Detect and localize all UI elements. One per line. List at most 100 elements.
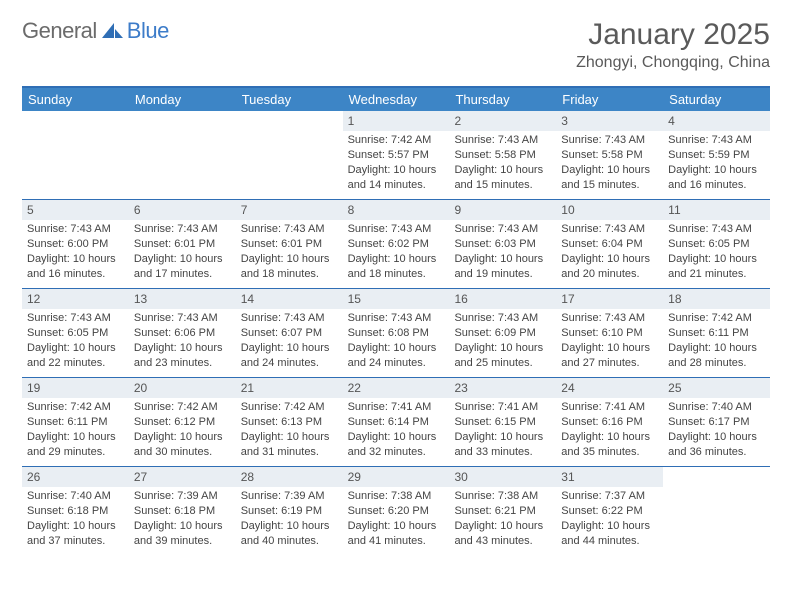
day-cell: 1Sunrise: 7:42 AMSunset: 5:57 PMDaylight…: [343, 111, 450, 199]
day-cell: 22Sunrise: 7:41 AMSunset: 6:14 PMDayligh…: [343, 378, 450, 466]
week-row: 5Sunrise: 7:43 AMSunset: 6:00 PMDaylight…: [22, 199, 770, 288]
day-cell: 18Sunrise: 7:42 AMSunset: 6:11 PMDayligh…: [663, 289, 770, 377]
daylight-line: Daylight: 10 hours and 14 minutes.: [348, 163, 445, 193]
sunrise-line: Sunrise: 7:40 AM: [27, 489, 124, 504]
header: General Blue January 2025 Zhongyi, Chong…: [22, 18, 770, 72]
sunrise-line: Sunrise: 7:43 AM: [134, 222, 231, 237]
daylight-line: Daylight: 10 hours and 31 minutes.: [241, 430, 338, 460]
day-cell: 14Sunrise: 7:43 AMSunset: 6:07 PMDayligh…: [236, 289, 343, 377]
date-number: 31: [556, 467, 663, 487]
date-number: 20: [129, 378, 236, 398]
day-cell: 30Sunrise: 7:38 AMSunset: 6:21 PMDayligh…: [449, 467, 556, 555]
sunrise-line: Sunrise: 7:42 AM: [27, 400, 124, 415]
date-number: 10: [556, 200, 663, 220]
day-cell: 5Sunrise: 7:43 AMSunset: 6:00 PMDaylight…: [22, 200, 129, 288]
date-number: 12: [22, 289, 129, 309]
daylight-line: Daylight: 10 hours and 24 minutes.: [241, 341, 338, 371]
day-cell: 17Sunrise: 7:43 AMSunset: 6:10 PMDayligh…: [556, 289, 663, 377]
day-header-thursday: Thursday: [449, 88, 556, 111]
logo: General Blue: [22, 18, 169, 44]
daylight-line: Daylight: 10 hours and 22 minutes.: [27, 341, 124, 371]
day-cell: 4Sunrise: 7:43 AMSunset: 5:59 PMDaylight…: [663, 111, 770, 199]
daylight-line: Daylight: 10 hours and 41 minutes.: [348, 519, 445, 549]
date-number: 17: [556, 289, 663, 309]
sunrise-line: Sunrise: 7:43 AM: [454, 133, 551, 148]
sunset-line: Sunset: 6:16 PM: [561, 415, 658, 430]
date-number: 25: [663, 378, 770, 398]
day-cell: 29Sunrise: 7:38 AMSunset: 6:20 PMDayligh…: [343, 467, 450, 555]
sunset-line: Sunset: 6:07 PM: [241, 326, 338, 341]
sunset-line: Sunset: 6:22 PM: [561, 504, 658, 519]
daylight-line: Daylight: 10 hours and 40 minutes.: [241, 519, 338, 549]
sunrise-line: Sunrise: 7:43 AM: [241, 311, 338, 326]
sunset-line: Sunset: 6:11 PM: [668, 326, 765, 341]
sunrise-line: Sunrise: 7:43 AM: [668, 222, 765, 237]
sunset-line: Sunset: 6:02 PM: [348, 237, 445, 252]
sunset-line: Sunset: 5:59 PM: [668, 148, 765, 163]
date-number: 6: [129, 200, 236, 220]
sunrise-line: Sunrise: 7:40 AM: [668, 400, 765, 415]
day-cell: 19Sunrise: 7:42 AMSunset: 6:11 PMDayligh…: [22, 378, 129, 466]
day-header-monday: Monday: [129, 88, 236, 111]
date-number: 30: [449, 467, 556, 487]
daylight-line: Daylight: 10 hours and 15 minutes.: [561, 163, 658, 193]
day-cell: 2Sunrise: 7:43 AMSunset: 5:58 PMDaylight…: [449, 111, 556, 199]
date-number: 13: [129, 289, 236, 309]
sunset-line: Sunset: 6:18 PM: [27, 504, 124, 519]
daylight-line: Daylight: 10 hours and 16 minutes.: [27, 252, 124, 282]
daylight-line: Daylight: 10 hours and 23 minutes.: [134, 341, 231, 371]
daylight-line: Daylight: 10 hours and 15 minutes.: [454, 163, 551, 193]
day-header-wednesday: Wednesday: [343, 88, 450, 111]
sunset-line: Sunset: 6:11 PM: [27, 415, 124, 430]
date-number: 24: [556, 378, 663, 398]
sunrise-line: Sunrise: 7:43 AM: [27, 311, 124, 326]
sunset-line: Sunset: 5:57 PM: [348, 148, 445, 163]
day-cell: .: [22, 111, 129, 199]
day-cell: .: [236, 111, 343, 199]
sunset-line: Sunset: 6:19 PM: [241, 504, 338, 519]
date-number: 7: [236, 200, 343, 220]
date-number: 1: [343, 111, 450, 131]
daylight-line: Daylight: 10 hours and 29 minutes.: [27, 430, 124, 460]
day-cell: 24Sunrise: 7:41 AMSunset: 6:16 PMDayligh…: [556, 378, 663, 466]
day-cell: 28Sunrise: 7:39 AMSunset: 6:19 PMDayligh…: [236, 467, 343, 555]
sunset-line: Sunset: 6:01 PM: [241, 237, 338, 252]
sunset-line: Sunset: 6:00 PM: [27, 237, 124, 252]
calendar: SundayMondayTuesdayWednesdayThursdayFrid…: [22, 86, 770, 555]
logo-text-general: General: [22, 18, 97, 44]
day-header-sunday: Sunday: [22, 88, 129, 111]
sunset-line: Sunset: 6:18 PM: [134, 504, 231, 519]
sunrise-line: Sunrise: 7:43 AM: [241, 222, 338, 237]
sunrise-line: Sunrise: 7:42 AM: [668, 311, 765, 326]
daylight-line: Daylight: 10 hours and 20 minutes.: [561, 252, 658, 282]
location: Zhongyi, Chongqing, China: [576, 54, 770, 72]
date-number: 8: [343, 200, 450, 220]
sunset-line: Sunset: 6:05 PM: [27, 326, 124, 341]
sunset-line: Sunset: 6:20 PM: [348, 504, 445, 519]
date-number: 11: [663, 200, 770, 220]
sunset-line: Sunset: 6:06 PM: [134, 326, 231, 341]
date-number: 26: [22, 467, 129, 487]
sunrise-line: Sunrise: 7:43 AM: [134, 311, 231, 326]
day-cell: .: [129, 111, 236, 199]
day-cell: 27Sunrise: 7:39 AMSunset: 6:18 PMDayligh…: [129, 467, 236, 555]
day-cell: 15Sunrise: 7:43 AMSunset: 6:08 PMDayligh…: [343, 289, 450, 377]
date-number: 5: [22, 200, 129, 220]
sunrise-line: Sunrise: 7:42 AM: [241, 400, 338, 415]
date-number: 9: [449, 200, 556, 220]
date-number: 4: [663, 111, 770, 131]
day-cell: 31Sunrise: 7:37 AMSunset: 6:22 PMDayligh…: [556, 467, 663, 555]
daylight-line: Daylight: 10 hours and 27 minutes.: [561, 341, 658, 371]
sunrise-line: Sunrise: 7:41 AM: [348, 400, 445, 415]
day-cell: 10Sunrise: 7:43 AMSunset: 6:04 PMDayligh…: [556, 200, 663, 288]
daylight-line: Daylight: 10 hours and 28 minutes.: [668, 341, 765, 371]
date-number: 23: [449, 378, 556, 398]
daylight-line: Daylight: 10 hours and 44 minutes.: [561, 519, 658, 549]
sunrise-line: Sunrise: 7:41 AM: [454, 400, 551, 415]
sunset-line: Sunset: 5:58 PM: [561, 148, 658, 163]
sunset-line: Sunset: 6:09 PM: [454, 326, 551, 341]
day-cell: 20Sunrise: 7:42 AMSunset: 6:12 PMDayligh…: [129, 378, 236, 466]
daylight-line: Daylight: 10 hours and 24 minutes.: [348, 341, 445, 371]
date-number: 15: [343, 289, 450, 309]
day-cell: .: [663, 467, 770, 555]
